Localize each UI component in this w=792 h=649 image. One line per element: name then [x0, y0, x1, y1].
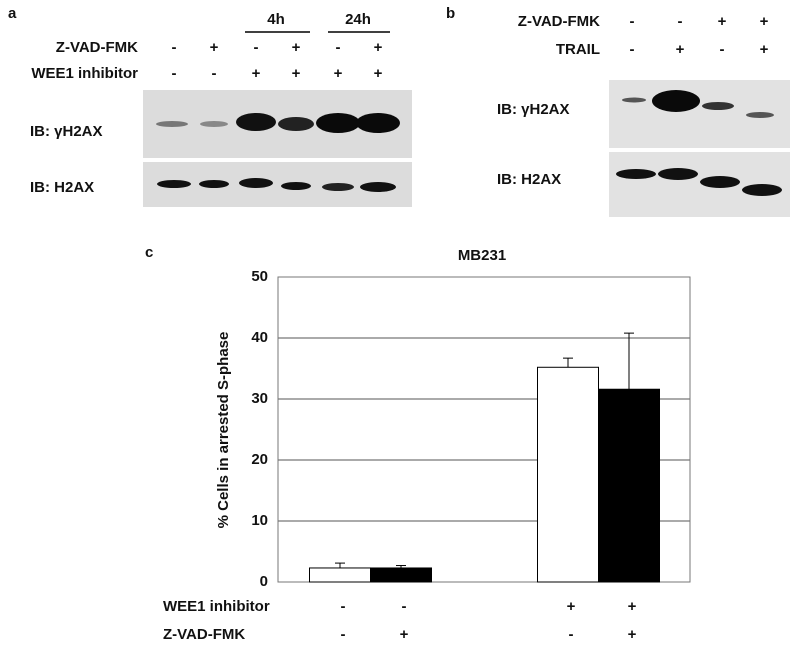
band	[278, 117, 314, 131]
treatment-sign: -	[341, 626, 346, 643]
band	[239, 178, 273, 188]
treatment-sign: -	[172, 39, 177, 56]
treatment-sign: -	[336, 39, 341, 56]
treatment-sign: +	[374, 65, 383, 82]
band	[200, 121, 228, 127]
row-label: Z-VAD-FMK	[56, 39, 138, 56]
treatment-sign: -	[172, 65, 177, 82]
treatment-sign: +	[760, 41, 769, 58]
blot-label: IB: γH2AX	[497, 101, 570, 118]
treatment-sign: -	[254, 39, 259, 56]
treatment-sign: -	[630, 41, 635, 58]
band	[157, 180, 191, 188]
time-label: 24h	[345, 11, 371, 28]
band	[622, 97, 646, 103]
treatment-sign: +	[292, 39, 301, 56]
treatment-sign: +	[628, 626, 637, 643]
treatment-sign: -	[212, 65, 217, 82]
y-tick-label: 0	[260, 573, 268, 590]
blot-label: IB: H2AX	[497, 171, 561, 188]
chart-title: MB231	[458, 247, 506, 264]
band	[360, 182, 396, 192]
row-label: Z-VAD-FMK	[163, 626, 245, 643]
treatment-sign: +	[628, 598, 637, 615]
band	[356, 113, 400, 133]
bar	[537, 366, 599, 583]
bar	[309, 567, 371, 583]
panel-label: a	[8, 5, 17, 22]
band	[322, 183, 354, 191]
row-label: WEE1 inhibitor	[163, 598, 270, 615]
plot-frame	[277, 276, 691, 583]
treatment-sign: -	[630, 13, 635, 30]
band	[658, 168, 698, 180]
treatment-sign: -	[341, 598, 346, 615]
band	[616, 169, 656, 179]
treatment-sign: +	[334, 65, 343, 82]
treatment-sign: +	[567, 598, 576, 615]
band	[316, 113, 360, 133]
treatment-sign: -	[569, 626, 574, 643]
treatment-sign: +	[400, 626, 409, 643]
treatment-sign: +	[292, 65, 301, 82]
bar	[598, 388, 660, 583]
treatment-sign: +	[718, 13, 727, 30]
treatment-sign: +	[252, 65, 261, 82]
row-label: Z-VAD-FMK	[518, 13, 600, 30]
row-label: TRAIL	[556, 41, 600, 58]
treatment-sign: +	[374, 39, 383, 56]
band	[236, 113, 276, 131]
y-tick-label: 10	[251, 512, 268, 529]
band	[702, 102, 734, 110]
y-tick-label: 20	[251, 451, 268, 468]
band	[652, 90, 700, 112]
y-axis-label: % Cells in arrested S-phase	[215, 332, 232, 529]
time-label: 4h	[267, 11, 285, 28]
row-label: WEE1 inhibitor	[31, 65, 138, 82]
band	[742, 184, 782, 196]
treatment-sign: +	[210, 39, 219, 56]
treatment-sign: -	[678, 13, 683, 30]
bar	[370, 567, 432, 583]
blot-label: IB: γH2AX	[30, 123, 103, 140]
treatment-sign: +	[676, 41, 685, 58]
panel-label: c	[145, 244, 153, 261]
band	[199, 180, 229, 188]
band	[746, 112, 774, 118]
band	[156, 121, 188, 127]
treatment-sign: -	[720, 41, 725, 58]
treatment-sign: -	[402, 598, 407, 615]
treatment-sign: +	[760, 13, 769, 30]
y-tick-label: 50	[251, 268, 268, 285]
panel-label: b	[446, 5, 455, 22]
band	[281, 182, 311, 190]
y-tick-label: 40	[251, 329, 268, 346]
band	[700, 176, 740, 188]
y-tick-label: 30	[251, 390, 268, 407]
blot-label: IB: H2AX	[30, 179, 94, 196]
